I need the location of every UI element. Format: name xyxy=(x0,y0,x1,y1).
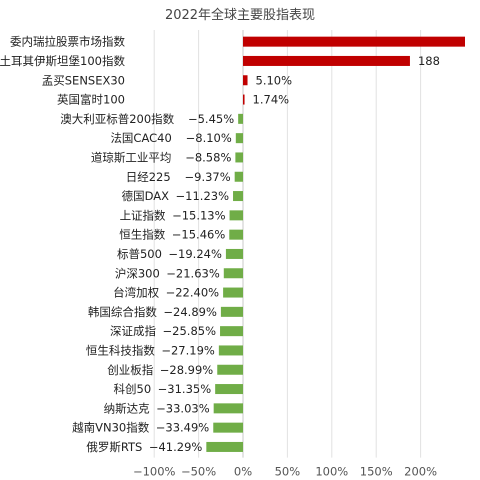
bar xyxy=(243,55,410,66)
bar xyxy=(220,306,243,317)
bar xyxy=(229,229,243,240)
category-label: 韩国综合指数 xyxy=(88,305,157,319)
value-label: −28.99% xyxy=(160,363,214,377)
x-tick-label: 200% xyxy=(404,465,437,479)
x-tick-label: −100% xyxy=(133,465,176,479)
bar xyxy=(215,384,243,395)
value-label: −41.29% xyxy=(149,440,203,454)
category-label: 土耳其伊斯坦堡100指数 xyxy=(0,54,125,68)
bar xyxy=(238,113,243,124)
category-label: 恒生科技指数 xyxy=(86,343,155,357)
bar xyxy=(220,326,243,337)
category-label: 日经225 xyxy=(126,170,171,184)
category-label: 纳斯达克 xyxy=(104,401,150,415)
category-label: 深证成指 xyxy=(110,324,156,338)
category-label: 委内瑞拉股票市场指数 xyxy=(10,35,125,49)
bar xyxy=(213,422,243,433)
category-label: 澳大利亚标普200指数 xyxy=(60,112,174,126)
value-label: −21.63% xyxy=(166,266,220,280)
value-label: −15.46% xyxy=(172,228,226,242)
bar xyxy=(243,75,248,86)
category-label: 恒生指数 xyxy=(119,228,165,242)
category-label: 法国CAC40 xyxy=(110,131,171,145)
bar xyxy=(233,191,243,202)
category-label: 英国富时100 xyxy=(57,93,125,107)
x-tick-label: 0% xyxy=(234,465,252,479)
chart-title: 2022年全球主要股指表现 xyxy=(164,8,316,23)
x-tick-label: 50% xyxy=(275,465,301,479)
category-label: 俄罗斯RTS xyxy=(86,440,142,454)
category-label: 孟买SENSEX30 xyxy=(42,73,125,87)
value-label: −9.37% xyxy=(185,170,231,184)
category-label: 道琼斯工业平均 xyxy=(91,150,172,164)
bar xyxy=(217,364,243,375)
value-label: −19.24% xyxy=(168,247,222,261)
bar xyxy=(225,248,243,259)
bar xyxy=(223,268,243,279)
value-label: −8.58% xyxy=(185,150,231,164)
category-label: 科创50 xyxy=(114,382,152,396)
value-label: −24.89% xyxy=(163,305,217,319)
category-label: 德国DAX xyxy=(122,189,170,203)
value-label: −15.13% xyxy=(172,208,226,222)
value-label: −33.03% xyxy=(156,401,210,415)
value-label: −31.35% xyxy=(158,382,212,396)
bar xyxy=(235,152,243,163)
x-tick-label: 100% xyxy=(315,465,348,479)
category-label: 越南VN30指数 xyxy=(72,421,150,435)
category-label: 沪深300 xyxy=(115,266,160,280)
category-label: 创业板指 xyxy=(107,363,153,377)
value-label: 188 xyxy=(418,54,440,68)
value-label: −27.19% xyxy=(161,343,215,357)
bar xyxy=(235,133,243,144)
category-label: 台湾加权 xyxy=(113,286,159,300)
value-label: −22.40% xyxy=(166,286,220,300)
bar xyxy=(218,345,243,356)
value-label: −11.23% xyxy=(176,189,230,203)
category-label: 标普500 xyxy=(117,247,162,261)
bar xyxy=(243,36,465,47)
x-tick-label: −50% xyxy=(181,465,216,479)
value-label: −25.85% xyxy=(163,324,217,338)
value-label: 5.10% xyxy=(256,73,293,87)
bar xyxy=(206,441,243,452)
category-label: 上证指数 xyxy=(120,208,166,222)
x-tick-label: 150% xyxy=(360,465,393,479)
bar xyxy=(213,403,243,414)
bar xyxy=(229,210,243,221)
value-label: 1.74% xyxy=(253,93,290,107)
bar xyxy=(243,94,245,105)
value-label: −33.49% xyxy=(156,421,210,435)
bar xyxy=(234,171,243,182)
value-label: −5.45% xyxy=(188,112,234,126)
bar xyxy=(223,287,243,298)
value-label: −8.10% xyxy=(186,131,232,145)
